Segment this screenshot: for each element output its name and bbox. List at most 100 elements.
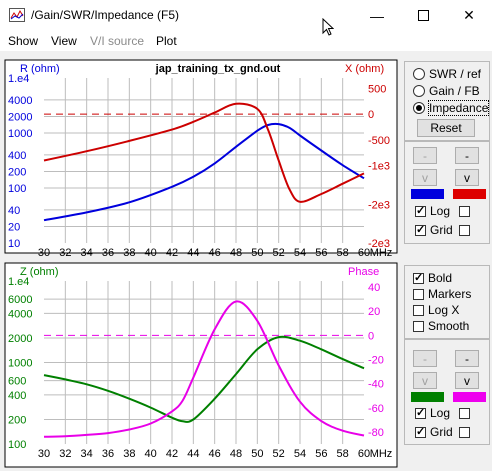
x-tick-label: 42 [166, 247, 178, 259]
x-tick-label: 40 [145, 448, 157, 460]
radio-gain-fb-label: Gain / FB [429, 84, 480, 98]
bottom-right-minus-button[interactable]: - [455, 350, 479, 367]
radio-impedance[interactable]: Impedance [413, 100, 490, 116]
top-right-ticks: 500 0 -500 -1e3 -2e3 -2e3 [368, 83, 390, 250]
left-tick-label: 600 [8, 376, 26, 388]
bottom-grid-checkbox-box [415, 425, 426, 438]
menu-plot[interactable]: Plot [156, 34, 177, 48]
x-tick-label: 44 [187, 448, 199, 460]
bottom-log-right-checkbox[interactable] [459, 406, 474, 420]
series-z-line [43, 335, 365, 423]
top-plot: R (ohm) jap_training_tx_gnd.out X (ohm) … [4, 59, 398, 259]
series-phase-line [43, 300, 365, 438]
minimize-button[interactable]: — [354, 0, 400, 31]
bottom-log-checkbox-box [415, 406, 426, 419]
top-x-ticks: 30 32 34 36 38 40 42 44 46 48 50 52 54 56 58 60 MHz [38, 247, 392, 259]
menu-view[interactable]: View [51, 34, 77, 48]
bottom-left-minus-button[interactable]: - [413, 350, 437, 367]
top-log-right-checkbox-box [459, 205, 470, 217]
bottom-log-checkbox[interactable]: Log [415, 406, 450, 420]
top-grid-label: Grid [430, 223, 453, 237]
x-tick-label: 34 [81, 247, 93, 259]
x-tick-label: 36 [102, 448, 114, 460]
maximize-button[interactable] [400, 0, 446, 31]
x-tick-label: 58 [337, 247, 349, 259]
maximize-icon [417, 10, 429, 21]
left-color-swatch[interactable] [411, 189, 444, 199]
top-grid-right-checkbox[interactable] [459, 223, 474, 237]
markers-checkbox[interactable]: Markers [413, 287, 471, 301]
bottom-left-ticks: 1.e4 6000 4000 2000 1000 600 400 200 100 [8, 276, 32, 451]
smooth-checkbox-box [413, 320, 424, 332]
bottom-right-axis-label: Phase [348, 266, 379, 278]
phase-color-swatch[interactable] [453, 392, 486, 402]
bottom-right-down-button[interactable]: v [455, 372, 479, 389]
close-button[interactable]: ✕ [446, 0, 492, 31]
menu-vi-source[interactable]: V/I source [90, 34, 145, 48]
x-tick-label: 44 [187, 247, 199, 259]
right-tick-label: -20 [368, 354, 384, 366]
top-right-down-button[interactable]: v [455, 169, 479, 186]
bottom-grid-right-checkbox-box [459, 426, 470, 438]
logx-checkbox[interactable]: Log X [413, 303, 459, 317]
left-tick-label: 4000 [8, 308, 32, 320]
plot-file-title: jap_training_tx_gnd.out [155, 63, 281, 75]
x-tick-label: 52 [273, 247, 285, 259]
plot-options-group: Bold Markers Log X Smooth [404, 265, 490, 339]
bottom-grid-checkbox[interactable]: Grid [415, 425, 453, 439]
bottom-grid-right-checkbox[interactable] [459, 425, 474, 439]
top-grid-checkbox-box [415, 223, 426, 236]
top-left-minus-button[interactable]: - [413, 147, 437, 164]
plot-canvas: R (ohm) jap_training_tx_gnd.out X (ohm) … [4, 59, 398, 468]
reset-button[interactable]: Reset [417, 119, 475, 137]
right-tick-label: 40 [368, 282, 380, 294]
x-tick-label: 60 [358, 247, 370, 259]
minimize-icon: — [370, 7, 384, 24]
smooth-checkbox[interactable]: Smooth [413, 319, 469, 333]
left-tick-label: 1000 [8, 358, 32, 370]
x-tick-label: 34 [81, 448, 93, 460]
left-tick-label: 6000 [8, 294, 32, 306]
x-tick-label: 32 [59, 448, 71, 460]
top-log-checkbox[interactable]: Log [415, 204, 450, 218]
top-log-right-checkbox[interactable] [459, 204, 474, 218]
bottom-left-down-button[interactable]: v [413, 372, 437, 389]
x-tick-label: 54 [294, 247, 306, 259]
x-unit-label: MHz [370, 448, 393, 460]
radio-swr-ref-label: SWR / ref [429, 67, 482, 81]
right-color-swatch[interactable] [453, 189, 486, 199]
left-tick-label: 200 [8, 414, 26, 426]
top-grid-checkbox[interactable]: Grid [415, 223, 453, 237]
x-tick-label: 30 [38, 247, 50, 259]
z-color-swatch[interactable] [411, 392, 444, 402]
bold-label: Bold [428, 271, 453, 285]
x-tick-label: 56 [315, 448, 327, 460]
x-tick-label: 56 [315, 247, 327, 259]
radio-swr-ref[interactable]: SWR / ref [413, 66, 481, 82]
x-tick-label: 60 [358, 448, 370, 460]
menu-show[interactable]: Show [8, 34, 39, 48]
radio-gain-fb-indicator [413, 85, 425, 97]
top-right-minus-button[interactable]: - [455, 147, 479, 164]
bottom-grid-label: Grid [430, 425, 453, 439]
right-tick-label: 0 [368, 330, 374, 342]
x-tick-label: 50 [251, 448, 263, 460]
top-left-down-button[interactable]: v [413, 169, 437, 186]
x-tick-label: 38 [123, 247, 135, 259]
left-tick-label: 2000 [8, 333, 32, 345]
bottom-axis-controls: - - v v Log Grid [404, 339, 490, 445]
right-tick-label: -1e3 [368, 161, 390, 173]
logx-checkbox-box [413, 304, 424, 316]
right-tick-label: -500 [368, 135, 390, 147]
left-tick-label: 400 [8, 390, 26, 402]
left-tick-label: 10 [8, 238, 20, 250]
bold-checkbox[interactable]: Bold [413, 271, 452, 285]
top-log-checkbox-box [415, 204, 426, 217]
x-tick-label: 36 [102, 247, 114, 259]
left-tick-label: 200 [8, 166, 26, 178]
radio-swr-ref-indicator [413, 68, 425, 80]
radio-gain-fb[interactable]: Gain / FB [413, 83, 480, 99]
top-axis-controls: - - v v Log Grid [404, 141, 490, 244]
left-tick-label: 100 [8, 439, 26, 451]
top-grid-right-checkbox-box [459, 224, 470, 236]
